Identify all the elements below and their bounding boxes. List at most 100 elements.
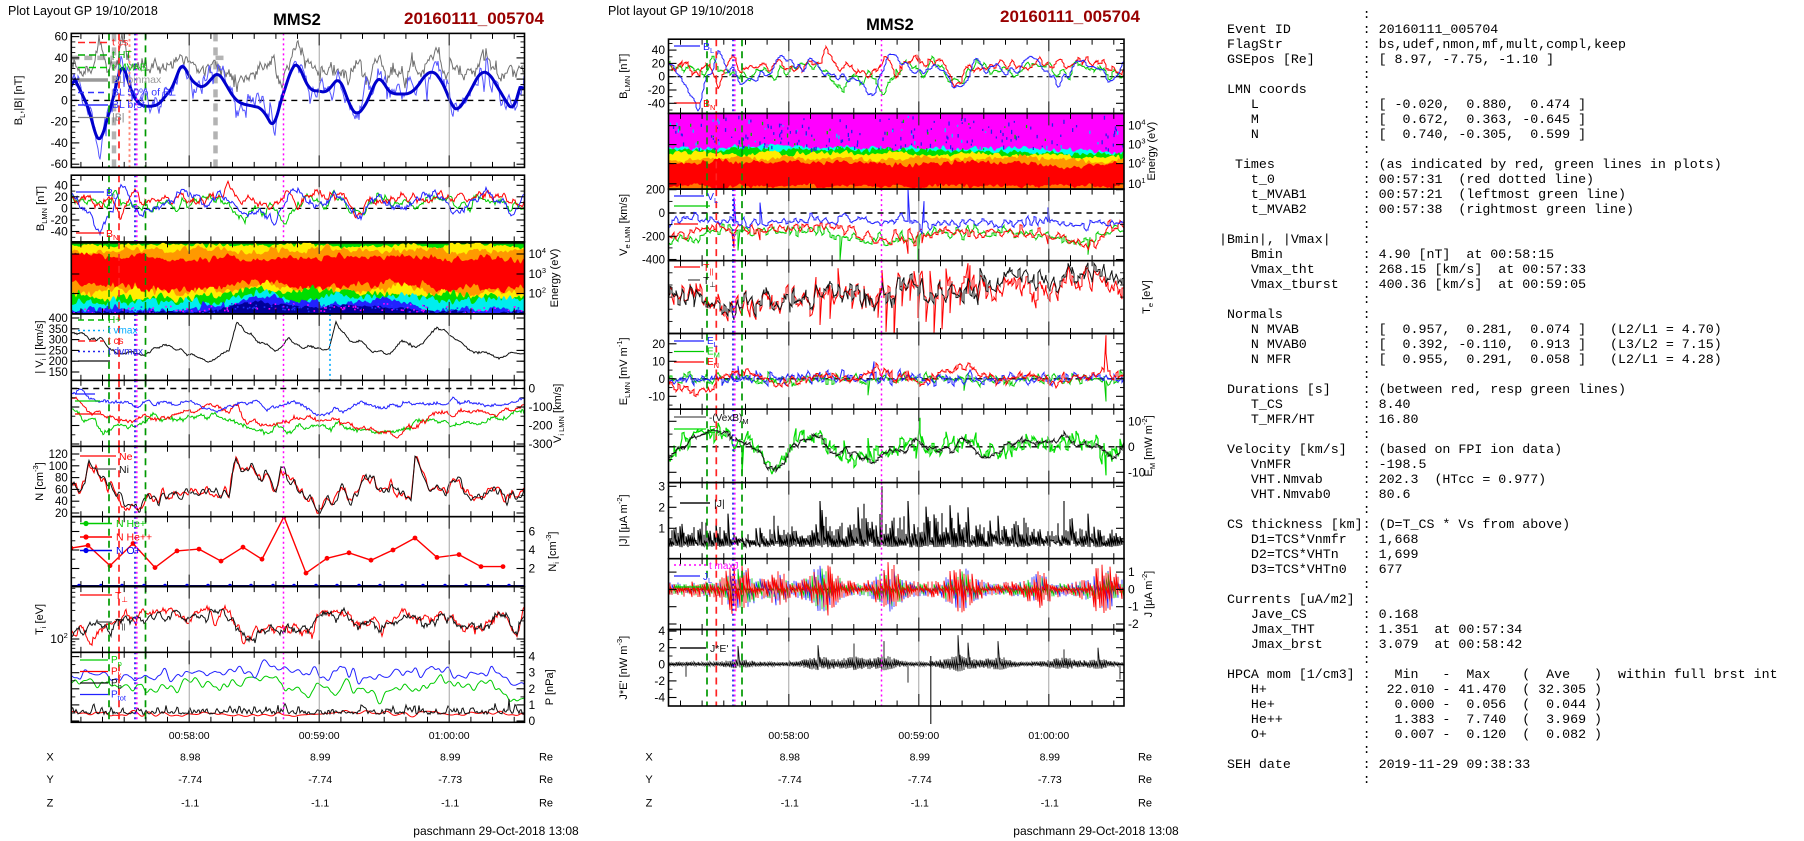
svg-text:-20: -20 — [50, 213, 68, 227]
svg-text:Ni: Ni — [119, 464, 129, 476]
svg-text:200: 200 — [49, 356, 68, 368]
svg-text:BN: BN — [106, 228, 118, 242]
svg-text:-4: -4 — [654, 691, 665, 705]
svg-text:-20: -20 — [648, 83, 666, 97]
svg-text:-1.1: -1.1 — [311, 798, 329, 810]
svg-text:-400: -400 — [642, 255, 665, 267]
svg-text:20: 20 — [652, 56, 666, 70]
svg-text:0: 0 — [61, 93, 68, 107]
svg-text:0: 0 — [658, 657, 665, 671]
svg-text:60: 60 — [54, 30, 68, 44]
svg-text:-10: -10 — [648, 391, 665, 403]
svg-text:300: 300 — [49, 335, 68, 347]
svg-text:4: 4 — [658, 624, 665, 638]
svg-text:BL 50% of BL: BL 50% of BL — [112, 87, 176, 99]
svg-text:-1.1: -1.1 — [181, 798, 199, 810]
svg-text:T||: T|| — [115, 617, 125, 631]
svg-text:101: 101 — [1128, 176, 1146, 191]
svg-text:0: 0 — [659, 208, 665, 220]
svg-text:Plot Layout GP 19/10/2018: Plot Layout GP 19/10/2018 — [8, 4, 158, 18]
svg-text:MMS2: MMS2 — [866, 16, 914, 34]
svg-text:EM [mW m-2]: EM [mW m-2] — [1140, 415, 1157, 476]
svg-text:Energy (eV): Energy (eV) — [1146, 122, 1158, 181]
svg-text:Re: Re — [539, 774, 553, 786]
svg-text:Pb: Pb — [111, 678, 122, 691]
svg-text:-7.73: -7.73 — [438, 774, 462, 786]
svg-text:BL,|B| [nT]: BL,|B| [nT] — [13, 76, 27, 126]
svg-text:20160111_005704: 20160111_005704 — [1000, 7, 1140, 26]
svg-text:EL: EL — [707, 336, 718, 349]
svg-text:-100: -100 — [529, 400, 553, 414]
svg-text:80: 80 — [55, 473, 68, 485]
svg-text:100: 100 — [49, 461, 68, 473]
svg-text:60: 60 — [55, 484, 68, 496]
svg-text:BLMN [nT]: BLMN [nT] — [618, 54, 632, 99]
svg-text:102: 102 — [529, 286, 547, 301]
svg-text:BL: BL — [106, 187, 117, 201]
svg-text:-7.74: -7.74 — [778, 774, 802, 786]
svg-text:20: 20 — [652, 339, 665, 351]
svg-text:-200: -200 — [642, 231, 665, 243]
svg-text:104: 104 — [529, 246, 547, 261]
svg-text:-20: -20 — [50, 115, 68, 129]
svg-text:Y: Y — [645, 774, 653, 786]
svg-text:Re: Re — [539, 798, 553, 810]
svg-text:-1.1: -1.1 — [441, 798, 459, 810]
svg-text:-60: -60 — [50, 157, 68, 171]
svg-text:-(VexB)M: -(VexB)M — [709, 413, 749, 426]
svg-text:J [μA m-2]: J [μA m-2] — [1140, 571, 1155, 618]
svg-text:T||: T|| — [703, 262, 713, 276]
svg-text:-40: -40 — [648, 96, 666, 110]
svg-text:2: 2 — [658, 641, 665, 655]
svg-text:Ni [cm-3]: Ni [cm-3] — [544, 532, 561, 572]
svg-text:-1.1: -1.1 — [911, 798, 929, 810]
svg-text:102: 102 — [1128, 156, 1146, 171]
svg-text:-200: -200 — [529, 419, 553, 433]
svg-text:2: 2 — [529, 562, 536, 576]
svg-text:Re: Re — [1138, 798, 1152, 810]
svg-text:20: 20 — [55, 508, 68, 520]
svg-text:-1.1: -1.1 — [1041, 798, 1059, 810]
svg-text:EM: EM — [709, 425, 722, 438]
svg-text:Energy (eV): Energy (eV) — [549, 249, 561, 308]
svg-text:8.98: 8.98 — [180, 752, 201, 764]
svg-text:-10: -10 — [1128, 465, 1146, 479]
svg-text:Re: Re — [1138, 752, 1152, 764]
svg-text:120: 120 — [49, 449, 68, 461]
svg-text:BN: BN — [703, 98, 715, 112]
svg-text:200: 200 — [646, 185, 665, 197]
svg-text:N He+: N He+ — [116, 518, 146, 530]
svg-text:-7.74: -7.74 — [908, 774, 932, 786]
svg-text:|J| [μA m-2]: |J| [μA m-2] — [615, 494, 630, 546]
svg-text:103: 103 — [529, 266, 547, 281]
svg-text:0: 0 — [529, 382, 536, 396]
svg-text:8.99: 8.99 — [310, 752, 331, 764]
svg-text:1: 1 — [658, 521, 665, 535]
svg-text:0: 0 — [1128, 440, 1135, 454]
svg-text:t vmax: t vmax — [108, 326, 137, 337]
svg-text:8.99: 8.99 — [1040, 752, 1061, 764]
svg-text:Pp: Pp — [111, 655, 122, 668]
svg-text:4: 4 — [529, 650, 536, 664]
svg-text:t cs: t cs — [108, 336, 124, 347]
svg-text:T⊥: T⊥ — [703, 275, 716, 289]
svg-text:00:59:00: 00:59:00 — [898, 730, 939, 742]
svg-text:-7.74: -7.74 — [308, 774, 332, 786]
svg-text:20160111_005704: 20160111_005704 — [404, 9, 544, 28]
svg-text:40: 40 — [54, 178, 68, 192]
svg-text:X: X — [46, 752, 54, 764]
svg-text:8.99: 8.99 — [910, 752, 931, 764]
svg-text:150: 150 — [49, 367, 68, 379]
svg-text:X: X — [645, 752, 653, 764]
svg-text:0: 0 — [529, 714, 536, 728]
svg-text:Pk: Pk — [111, 667, 122, 680]
svg-text:40: 40 — [54, 51, 68, 65]
svg-text:400: 400 — [49, 313, 68, 325]
svg-text:|B|: |B| — [112, 112, 124, 124]
svg-text:4: 4 — [529, 543, 536, 557]
svg-text:1: 1 — [1128, 565, 1135, 579]
svg-text:-7.73: -7.73 — [1038, 774, 1062, 786]
svg-text:103: 103 — [1128, 137, 1146, 152]
svg-text:01:00:00: 01:00:00 — [1028, 730, 1069, 742]
svg-text:-1.1: -1.1 — [781, 798, 799, 810]
